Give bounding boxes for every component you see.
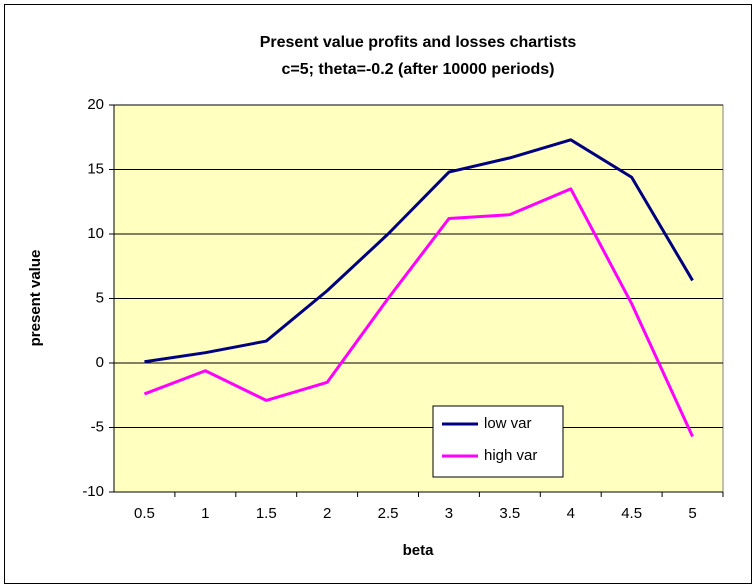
y-tick-label: 20 [87,96,104,113]
y-tick-label: 10 [87,225,104,242]
x-tick-label: 1.5 [256,505,277,522]
x-tick-label: 2 [323,505,331,522]
legend [432,405,564,478]
y-tick-label: 0 [96,354,104,371]
x-tick-label: 5 [688,505,696,522]
x-tick-label: 4.5 [621,505,642,522]
x-axis-title: beta [403,542,435,559]
y-tick-label: -10 [82,483,104,500]
x-tick-label: 1 [201,505,209,522]
x-tick-label: 4 [567,505,575,522]
legend-label: low var [484,415,532,432]
x-tick-label: 0.5 [134,505,155,522]
legend-label: high var [484,447,537,464]
chart-title: Present value profits and losses chartis… [260,34,577,51]
y-tick-label: 5 [96,289,104,306]
chart-subtitle: c=5; theta=-0.2 (after 10000 periods) [281,61,554,78]
series-line [143,187,694,438]
x-tick-label: 2.5 [378,505,399,522]
y-axis-title: present value [27,250,44,347]
x-tick-label: 3 [445,505,453,522]
x-tick-label: 3.5 [499,505,520,522]
series-line [144,138,694,364]
y-tick-label: 15 [87,160,104,177]
y-tick-label: -5 [91,418,104,435]
